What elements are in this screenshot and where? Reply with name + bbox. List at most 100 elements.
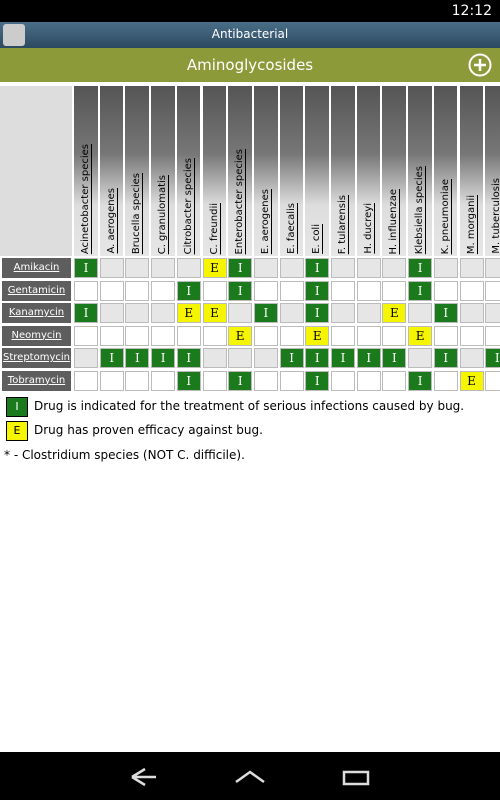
table-cell	[356, 303, 381, 323]
table-cell: E	[202, 303, 227, 323]
column-header: Citrobacter species	[176, 86, 201, 256]
table-cell	[99, 280, 124, 301]
table-cell	[459, 280, 484, 301]
column-label[interactable]: Citrobacter species	[182, 157, 194, 254]
table-cell: I	[176, 348, 201, 368]
table-cell: I	[74, 258, 98, 278]
table-cell	[74, 280, 98, 301]
column-label[interactable]: Klebsiella species	[414, 165, 426, 254]
table-cell	[151, 258, 176, 278]
row-header[interactable]: Gentamicin	[2, 280, 71, 301]
column-header: E. coli	[305, 86, 329, 256]
table-cell	[176, 258, 201, 278]
table-cell: I	[305, 280, 330, 301]
column-header: M. morganii	[459, 86, 484, 256]
table-cell	[433, 325, 458, 346]
column-header: H. ducreyi	[356, 86, 381, 256]
table-cell	[228, 303, 253, 323]
table-cell	[459, 325, 484, 346]
table-cell	[202, 325, 227, 346]
legend-text: Drug has proven efficacy against bug.	[34, 423, 263, 437]
table-cell: I	[151, 348, 176, 368]
section-title: Aminoglycosides	[186, 56, 314, 74]
footnote: * - Clostridium species (NOT C. difficil…	[4, 448, 245, 462]
table-cell	[382, 370, 407, 391]
table-cell: I	[74, 303, 98, 323]
table-cell	[485, 325, 500, 346]
table-cell	[151, 303, 176, 323]
row-header[interactable]: Streptomycin	[2, 348, 71, 368]
column-label[interactable]: E. faecalis	[285, 203, 297, 254]
column-label[interactable]: M. morganii	[465, 194, 477, 254]
column-label[interactable]: A. aerogenes	[105, 188, 117, 254]
table-cell: I	[433, 303, 458, 323]
column-label[interactable]: H. ducreyi	[362, 203, 374, 254]
column-label[interactable]: Acinetobacter species	[80, 143, 91, 254]
legend-swatch: E	[6, 421, 28, 441]
table-cell	[74, 325, 98, 346]
column-label[interactable]: K. pneumoniae	[439, 178, 451, 254]
column-header: C. freundii	[202, 86, 227, 256]
legend-text: Drug is indicated for the treatment of s…	[34, 399, 465, 413]
table-cell	[125, 370, 150, 391]
column-label[interactable]: H. influenzae	[388, 188, 400, 254]
column-label[interactable]: Brucella species	[131, 172, 143, 254]
add-button[interactable]	[468, 53, 492, 77]
table-cell: I	[408, 370, 433, 391]
table-cell	[485, 280, 500, 301]
column-label[interactable]: M. tuberculosis	[491, 178, 500, 254]
table-cell: I	[228, 370, 253, 391]
table-cell	[279, 280, 304, 301]
table-cell	[433, 370, 458, 391]
column-label[interactable]: E. coli	[311, 224, 323, 254]
nav-icons	[131, 767, 370, 787]
table-cell: I	[176, 280, 201, 301]
column-header: Acinetobacter species	[74, 86, 98, 256]
table-cell	[99, 258, 124, 278]
table-cell: I	[305, 258, 330, 278]
table-cell	[356, 325, 381, 346]
column-label[interactable]: C. granulomatis	[157, 174, 169, 254]
app-title: Antibacterial	[211, 27, 289, 41]
table-cell	[253, 370, 278, 391]
table-cell	[279, 303, 304, 323]
column-label[interactable]: E. aerogenes	[259, 188, 271, 254]
table-cell: I	[279, 348, 304, 368]
app-icon[interactable]	[3, 24, 25, 46]
row-header[interactable]: Tobramycin	[2, 370, 71, 391]
table-cell	[459, 348, 484, 368]
column-label[interactable]: Enterobacter species	[234, 148, 246, 254]
table-cell	[356, 280, 381, 301]
table-cell	[459, 303, 484, 323]
table-cell	[253, 280, 278, 301]
column-header: Brucella species	[125, 86, 150, 256]
column-label[interactable]: F. tularensis	[337, 194, 348, 254]
table-cell: I	[382, 348, 407, 368]
table-cell: I	[408, 258, 433, 278]
table-cell	[279, 370, 304, 391]
table-cell	[202, 370, 227, 391]
table-cell: E	[408, 325, 433, 346]
table-cell	[485, 303, 500, 323]
row-header[interactable]: Kanamycin	[2, 303, 71, 323]
table-cell	[253, 325, 278, 346]
table-cell: I	[485, 348, 500, 368]
table-cell: E	[202, 258, 227, 278]
status-bar: 12:12	[0, 0, 500, 22]
table-cell: E	[305, 325, 330, 346]
table-cell: I	[305, 303, 330, 323]
table-cell: E	[382, 303, 407, 323]
table-cell: I	[305, 348, 330, 368]
column-header: F. tularensis	[331, 86, 355, 256]
row-header[interactable]: Neomycin	[2, 325, 71, 346]
table-cell	[459, 258, 484, 278]
table-cell	[382, 280, 407, 301]
row-header[interactable]: Amikacin	[2, 258, 71, 278]
column-header: H. influenzae	[382, 86, 407, 256]
clock: 12:12	[451, 3, 492, 19]
table-cell	[125, 325, 150, 346]
table-cell	[74, 348, 98, 368]
table-cell: E	[176, 303, 201, 323]
column-label[interactable]: C. freundii	[208, 202, 220, 254]
